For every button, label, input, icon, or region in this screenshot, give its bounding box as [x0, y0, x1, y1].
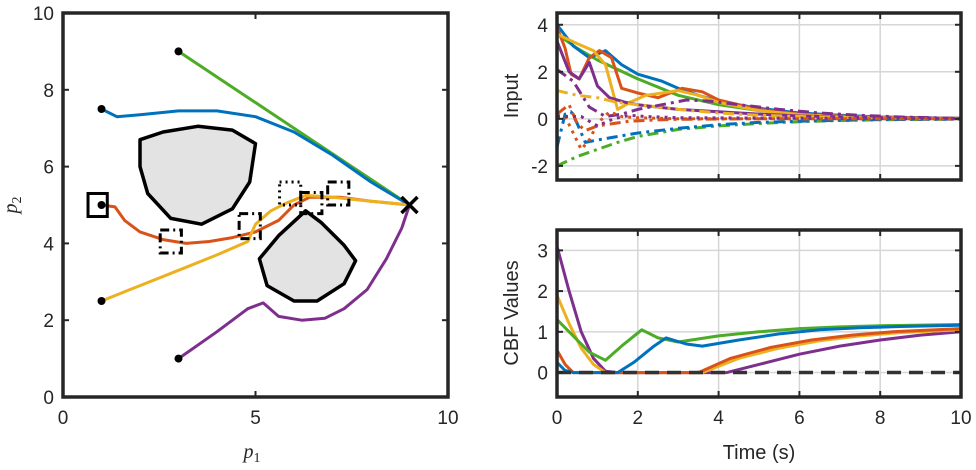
input-u-purple-3 [557, 113, 962, 128]
marker-dashdot-square [299, 191, 324, 216]
y-axis-label-p2: p2 [0, 197, 25, 216]
x-axis-label-p1: p1 [242, 441, 261, 466]
input-plot-frame [555, 11, 963, 182]
marker-dashdot-square [158, 228, 183, 255]
cbf-plot-frame [555, 228, 963, 399]
x-tick-label: 5 [250, 408, 261, 429]
start-point-agent-yellow [97, 297, 106, 305]
cbf-h-purple [555, 244, 963, 375]
y-tick-label: 2 [537, 63, 548, 84]
y-tick-label: 1 [537, 323, 548, 344]
cbf-y-axis-label: CBF Values [501, 260, 523, 365]
start-point-agent-green [174, 47, 183, 56]
y-tick-label: 10 [33, 4, 54, 25]
x-tick-label: 0 [58, 408, 69, 429]
time-x-axis-label: Time (s) [723, 442, 796, 464]
cbf-plot: 0 2 4 6 8 10 0 1 2 3 CBF Values Time (s) [501, 228, 972, 464]
cbf-h-orange [555, 327, 963, 375]
y-tick-label: 4 [43, 234, 54, 255]
trajectory-agent-orange [100, 195, 411, 245]
y-tick-label: 3 [537, 241, 548, 262]
x-tick-label: 0 [552, 408, 563, 429]
input-y-axis-label: Input [501, 73, 523, 118]
marker-dashdot-square [237, 212, 262, 241]
marker-dotted-square [278, 180, 303, 207]
x-tick-label: 2 [633, 408, 644, 429]
x-tick-label: 10 [950, 408, 971, 429]
marker-solid-square [86, 191, 109, 219]
input-plot: -2 0 2 4 Input [501, 11, 963, 182]
y-tick-label: 4 [537, 16, 548, 37]
y-tick-label: -2 [531, 157, 548, 178]
cbf-h-yellow [555, 293, 963, 375]
trajectory-plot: 0 5 10 0 2 4 6 8 10 p1 p2 [0, 4, 459, 466]
x-tick-label: 8 [875, 408, 886, 429]
y-tick-label: 2 [537, 282, 548, 303]
obstacle-pointed [257, 209, 358, 303]
y-tick-label: 2 [43, 311, 54, 332]
y-tick-label: 0 [43, 388, 54, 409]
goal-x-marker [400, 195, 419, 215]
input-u-purple-2 [556, 68, 962, 120]
start-point-agent-purple [174, 354, 183, 363]
trajectory-agent-yellow [100, 193, 411, 303]
y-tick-label: 0 [537, 110, 548, 131]
trajectory-agent-purple [177, 203, 411, 361]
trajectory-agent-green [177, 49, 411, 207]
y-tick-label: 0 [537, 364, 548, 385]
y-tick-label: 8 [43, 81, 54, 102]
x-tick-label: 4 [713, 408, 724, 429]
start-point-agent-blue [97, 105, 106, 113]
input-u-blue-2 [555, 110, 962, 148]
trajectory-agent-blue [100, 107, 411, 207]
start-point-agent-orange [97, 201, 106, 209]
x-tick-label: 6 [794, 408, 805, 429]
x-tick-label: 10 [437, 408, 458, 429]
obstacle-dome [138, 124, 258, 226]
trajectory-plot-frame [61, 11, 450, 399]
y-tick-label: 6 [43, 158, 54, 179]
marker-dashdot-square [326, 180, 351, 207]
input-u-green-2 [556, 117, 962, 168]
